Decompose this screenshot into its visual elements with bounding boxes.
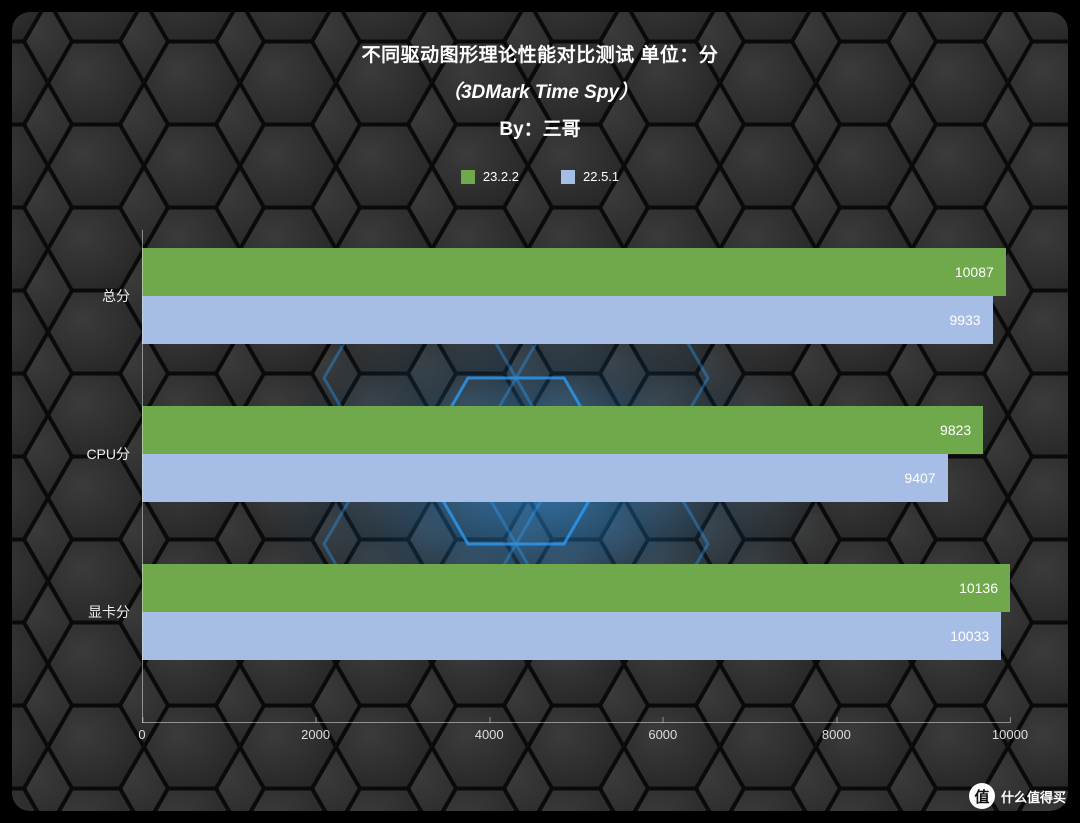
category-label: 总分	[102, 286, 130, 306]
bar-value-label: 9823	[940, 422, 971, 438]
x-tick: 8000	[822, 723, 851, 742]
bar-value-label: 9407	[904, 470, 935, 486]
plot-area: 10087 9933 9823 9407 10136 10033	[142, 230, 1010, 723]
x-tick: 0	[138, 723, 145, 742]
bar-series1: 10136	[142, 564, 1010, 612]
bar-value-label: 10087	[955, 264, 994, 280]
bar-series2: 9933	[142, 296, 993, 344]
bar-series1: 10087	[142, 248, 1006, 296]
legend-swatch-series2	[561, 170, 575, 184]
bar-series2: 10033	[142, 612, 1001, 660]
bar-value-label: 10136	[959, 580, 998, 596]
bar-value-label: 9933	[949, 312, 980, 328]
y-axis-line	[142, 230, 143, 723]
legend-label-series1: 23.2.2	[483, 169, 519, 184]
bar-series1: 9823	[142, 406, 983, 454]
category-label: CPU分	[86, 444, 130, 464]
chart-subtitle: （3DMark Time Spy）	[12, 77, 1068, 104]
x-tick: 6000	[648, 723, 677, 742]
watermark-text: 什么值得买	[1001, 787, 1066, 806]
watermark-icon: 值	[969, 783, 995, 809]
chart-author: By：三哥	[12, 114, 1068, 141]
legend-swatch-series1	[461, 170, 475, 184]
legend-item-series2: 22.5.1	[561, 169, 619, 184]
y-axis-category-labels: 总分 CPU分显卡分	[12, 230, 142, 723]
chart-title: 不同驱动图形理论性能对比测试 单位：分	[12, 40, 1068, 67]
x-tick: 2000	[301, 723, 330, 742]
bar-series2: 9407	[142, 454, 948, 502]
x-tick: 10000	[992, 723, 1028, 742]
category-label: 显卡分	[88, 602, 130, 622]
chart-area: 100879933982394071013610033 020004000600…	[142, 230, 1010, 761]
legend-item-series1: 23.2.2	[461, 169, 519, 184]
x-tick: 4000	[475, 723, 504, 742]
chart-title-block: 不同驱动图形理论性能对比测试 单位：分 （3DMark Time Spy） By…	[12, 12, 1068, 141]
watermark: 值 什么值得买	[969, 783, 1066, 809]
legend: 23.2.2 22.5.1	[12, 169, 1068, 184]
bar-value-label: 10033	[950, 628, 989, 644]
legend-label-series2: 22.5.1	[583, 169, 619, 184]
x-axis-ticks: 0200040006000800010000	[142, 723, 1010, 761]
